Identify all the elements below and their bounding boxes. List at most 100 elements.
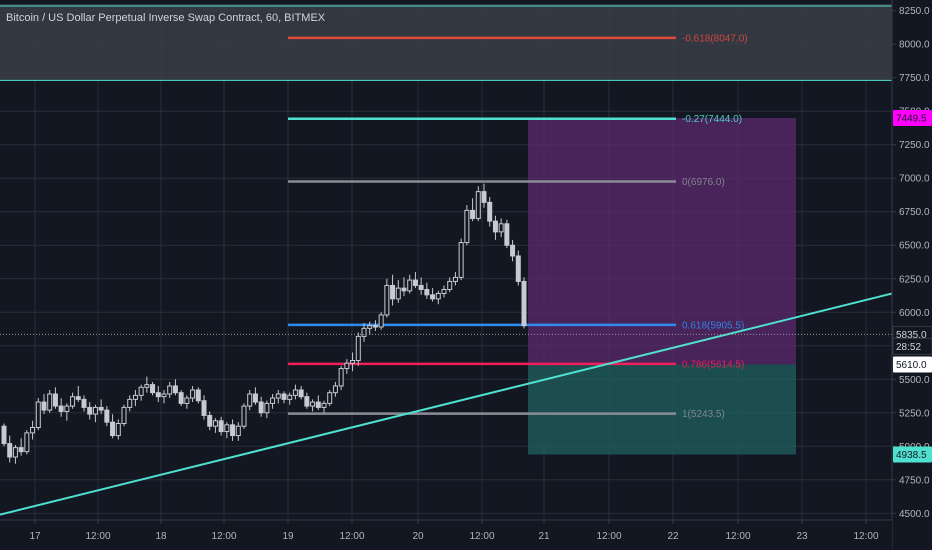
y-tick-label: 6750.0	[899, 207, 930, 218]
candle-body	[475, 191, 481, 219]
candle-body	[167, 385, 173, 395]
candle-body	[252, 393, 258, 403]
candle-body	[435, 292, 441, 300]
candle-body	[155, 392, 161, 398]
price-tag	[893, 109, 932, 126]
candle-body	[92, 406, 98, 415]
candle-body	[212, 420, 218, 427]
candle-body	[315, 401, 321, 408]
price-tag-label: 5610.0	[896, 360, 927, 371]
y-tick-label: 6500.0	[899, 241, 930, 252]
price-tag	[892, 337, 932, 355]
candle-body	[361, 327, 367, 337]
candle-body	[218, 420, 224, 433]
candle-body	[81, 398, 87, 408]
candle-body	[304, 396, 310, 407]
candle-body	[390, 284, 396, 300]
fib-level-label: -0.618(8047.0)	[682, 33, 748, 44]
time-axis	[0, 520, 892, 550]
fib-level-label: -0.27(7444.0)	[682, 114, 742, 125]
candle-body	[487, 201, 493, 222]
candle-body	[195, 389, 201, 402]
x-tick-label: 12:00	[211, 531, 236, 542]
candle-body	[441, 288, 447, 294]
x-tick-label: 12:00	[725, 531, 750, 542]
y-tick-label: 7750.0	[899, 73, 930, 84]
candle-body	[344, 362, 350, 370]
chart-title: Bitcoin / US Dollar Perpetual Inverse Sw…	[6, 12, 326, 24]
candle-body	[184, 397, 190, 404]
candle-body	[47, 393, 53, 411]
price-tag-label: 7449.5	[896, 113, 927, 124]
y-tick-label: 8000.0	[899, 40, 930, 51]
candle-body	[224, 424, 230, 433]
candle-body	[281, 393, 287, 400]
x-tick-label: 21	[538, 531, 550, 542]
candle-body	[338, 368, 344, 387]
y-tick-label: 5500.0	[899, 375, 930, 386]
candle-body	[418, 284, 424, 290]
candle-body	[247, 393, 253, 407]
candle-body	[132, 394, 138, 400]
candle-body	[207, 414, 213, 427]
candle-body	[355, 335, 361, 362]
fib-level-label: 0(6976.0)	[682, 177, 725, 188]
candle-body	[41, 401, 47, 411]
candle-body	[172, 385, 178, 394]
candle-body	[372, 325, 378, 328]
candle-body	[292, 389, 298, 396]
price-tag-label: 4938.5	[896, 450, 927, 461]
x-tick-label: 22	[667, 531, 679, 542]
candle-body	[7, 443, 13, 458]
candle-body	[321, 402, 327, 408]
x-tick-label: 20	[412, 531, 424, 542]
x-tick-label: 18	[155, 531, 167, 542]
candle-body	[161, 393, 167, 398]
candle-body	[395, 287, 401, 300]
candle-body	[521, 280, 527, 327]
x-tick-label: 12:00	[853, 531, 878, 542]
candle-body	[332, 385, 338, 394]
candle-body	[470, 209, 476, 219]
candle-body	[1, 425, 7, 445]
candle-body	[110, 421, 116, 437]
candle-body	[52, 393, 58, 407]
candle-body	[407, 279, 413, 292]
y-tick-label: 4500.0	[899, 509, 930, 520]
candle-body	[424, 288, 430, 296]
candle-body	[235, 425, 241, 437]
candle-body	[258, 401, 264, 414]
candle-body	[230, 424, 236, 437]
candle-body	[201, 400, 207, 416]
candle-body	[24, 432, 30, 453]
y-tick-label: 8250.0	[899, 6, 930, 17]
candle-body	[430, 294, 436, 300]
candle-body	[401, 287, 407, 292]
candle-body	[150, 384, 156, 394]
candle-body	[30, 427, 36, 434]
candle-body	[384, 284, 390, 316]
candle-body	[241, 405, 247, 427]
x-tick-label: 12:00	[85, 531, 110, 542]
candle-body	[64, 405, 70, 412]
candle-body	[287, 394, 293, 400]
price-tag	[893, 446, 932, 463]
candle-body	[275, 393, 281, 399]
candle-body	[70, 396, 76, 407]
candle-body	[498, 223, 504, 233]
candle-body	[98, 406, 104, 411]
candle-body	[327, 392, 333, 404]
candle-body	[310, 401, 316, 407]
candle-body	[270, 397, 276, 404]
y-tick-label: 6250.0	[899, 274, 930, 285]
x-tick-label: 17	[29, 531, 41, 542]
candle-body	[190, 389, 196, 399]
candle-body	[458, 242, 464, 278]
price-tag-label: 28:52	[896, 342, 921, 353]
x-tick-label: 23	[796, 531, 808, 542]
candle-body	[264, 402, 270, 414]
resistance-zone	[0, 4, 892, 81]
y-tick-label: 4750.0	[899, 475, 930, 486]
candle-body	[481, 191, 487, 203]
